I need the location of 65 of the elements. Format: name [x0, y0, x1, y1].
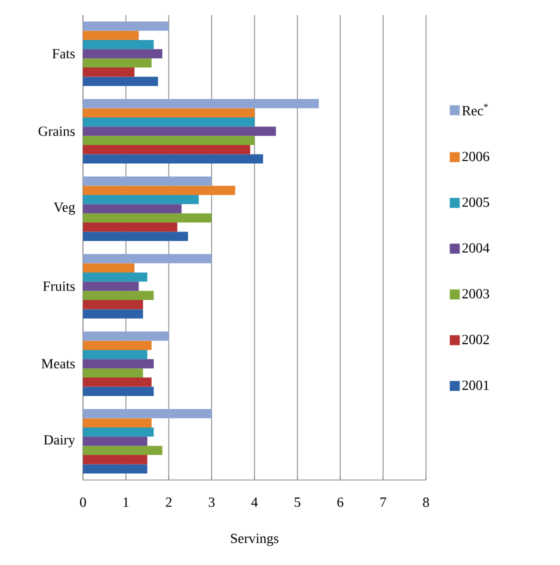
- bar: [83, 213, 212, 223]
- x-tick-label: 4: [251, 498, 258, 507]
- bar: [83, 76, 158, 86]
- legend-label: 2003: [462, 289, 490, 298]
- bar: [83, 232, 188, 241]
- bar: [83, 40, 154, 50]
- legend-label: 2001: [462, 380, 489, 390]
- bar: [83, 186, 236, 195]
- bar: [83, 272, 148, 282]
- bar: [83, 436, 148, 446]
- bar: [83, 409, 212, 418]
- bar: [83, 126, 276, 136]
- y-tick-label: Veg: [54, 202, 75, 215]
- bar: [83, 350, 148, 360]
- y-tick-label: Fruits: [43, 282, 75, 291]
- bar: [83, 176, 212, 186]
- bar: [83, 99, 319, 108]
- bar: [83, 222, 178, 232]
- bar: [83, 359, 154, 368]
- bar: [83, 446, 162, 456]
- bar: [83, 254, 212, 264]
- bar: [83, 282, 139, 291]
- bar: [83, 368, 144, 378]
- y-tick-label: Meats: [42, 359, 75, 368]
- bar: [83, 263, 134, 272]
- bar: [83, 204, 182, 214]
- y-tick-label: Fats: [52, 49, 75, 58]
- bar: [83, 427, 154, 437]
- bar: [83, 378, 152, 387]
- bar: [83, 290, 154, 300]
- bar: [83, 309, 144, 318]
- bar: [83, 300, 144, 310]
- x-tick-label: 5: [294, 498, 300, 507]
- bar: [83, 386, 154, 396]
- legend-label: 2004: [462, 243, 490, 253]
- x-axis-title: Servings: [231, 534, 278, 546]
- legend-label: Rec$^{*}$: [462, 104, 488, 116]
- x-tick-label: 3: [208, 498, 215, 507]
- x-tick-label: 1: [124, 498, 129, 507]
- bar: [83, 154, 264, 164]
- bar: [83, 58, 152, 68]
- bar: [83, 108, 254, 118]
- bar: [83, 145, 250, 154]
- bar: [83, 136, 254, 146]
- legend-label: 2006: [462, 152, 490, 162]
- x-tick-label: 7: [380, 498, 386, 507]
- bar: [83, 455, 148, 464]
- x-tick-label: 0: [80, 498, 86, 507]
- bar: [83, 194, 199, 204]
- x-tick-label: 6: [337, 498, 344, 507]
- bar: [83, 418, 152, 428]
- bar: [83, 49, 162, 58]
- y-tick-label: Grains: [38, 126, 75, 136]
- bar: [83, 332, 169, 341]
- legend-label: 2002: [462, 334, 489, 344]
- bar: [83, 30, 139, 40]
- y-tick-label: Dairy: [44, 435, 76, 448]
- bar: [83, 464, 148, 474]
- bar: [83, 117, 254, 127]
- legend-label: 2005: [462, 198, 490, 207]
- bar: [83, 340, 152, 350]
- bar: [83, 22, 169, 31]
- x-tick-label: 2: [166, 498, 172, 507]
- bar: [83, 68, 134, 77]
- x-tick-label: 8: [423, 498, 429, 507]
